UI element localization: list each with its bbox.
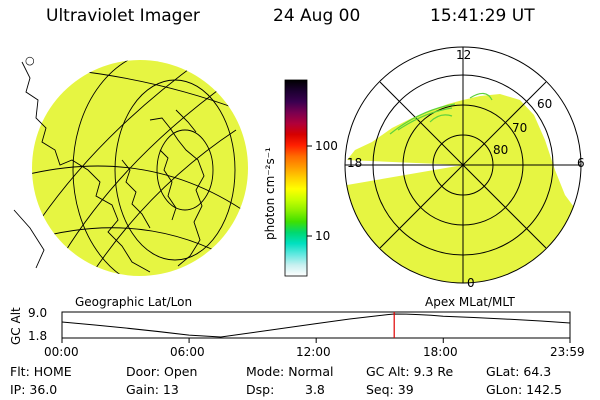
- colorbar-label-100: 100: [315, 139, 338, 153]
- mlat-label-70: 70: [512, 121, 528, 135]
- date-label: 24 Aug 00: [273, 6, 361, 26]
- mlt-label-18: 18: [347, 156, 363, 170]
- timeline-xtick-4: 23:59: [550, 345, 585, 359]
- mlt-label-0: 0: [467, 276, 475, 290]
- status-gain: Gain: 13: [126, 382, 179, 397]
- mlat-label-80: 80: [493, 143, 509, 157]
- timeline-ytick-top: 9.0: [28, 306, 48, 320]
- colorbar: [284, 79, 312, 277]
- status-glat: GLat: 64.3: [486, 364, 552, 379]
- timeline-ytick-bottom: 1.8: [28, 329, 48, 343]
- mlt-label-6: 6: [577, 156, 585, 170]
- north-marker: ○: [25, 54, 35, 67]
- timeline-xtick-0: 00:00: [44, 345, 79, 359]
- timeline-xtick-2: 12:00: [296, 345, 331, 359]
- colorbar-label-10: 10: [315, 229, 331, 243]
- colorbar-units: photon cm⁻²s⁻¹: [263, 147, 277, 240]
- status-gc-alt: GC Alt: 9.3 Re: [366, 364, 454, 379]
- polar-image-fill: [345, 94, 581, 283]
- polar-panel: [344, 46, 582, 284]
- geographic-panel: ○: [13, 54, 248, 276]
- left-panel-caption: Geographic Lat/Lon: [75, 295, 193, 309]
- status-dsp-value: 3.8: [305, 382, 325, 397]
- altitude-curve: [61, 313, 571, 338]
- timeline: [61, 311, 571, 343]
- right-panel-caption: Apex MLat/MLT: [425, 295, 515, 309]
- status-ip: IP: 36.0: [10, 382, 58, 397]
- colorbar-strip: [284, 79, 308, 277]
- auroral-contours: [389, 92, 493, 135]
- timeline-frame: [61, 311, 571, 339]
- status-mode: Mode: Normal: [246, 364, 334, 379]
- mlat-label-60: 60: [537, 97, 553, 111]
- status-seq: Seq: 39: [366, 382, 414, 397]
- status-door: Door: Open: [126, 364, 198, 379]
- instrument-title: Ultraviolet Imager: [46, 6, 200, 26]
- status-glon: GLon: 142.5: [486, 382, 562, 397]
- status-dsp-label: Dsp:: [246, 382, 275, 397]
- timeline-xtick-3: 18:00: [423, 345, 458, 359]
- timeline-xtick-1: 06:00: [170, 345, 205, 359]
- mlt-label-12: 12: [456, 48, 472, 62]
- coastlines: [13, 61, 205, 273]
- status-flight: Flt: HOME: [10, 364, 72, 379]
- time-label: 15:41:29 UT: [430, 6, 535, 26]
- timeline-ylabel: GC Alt: [9, 307, 23, 345]
